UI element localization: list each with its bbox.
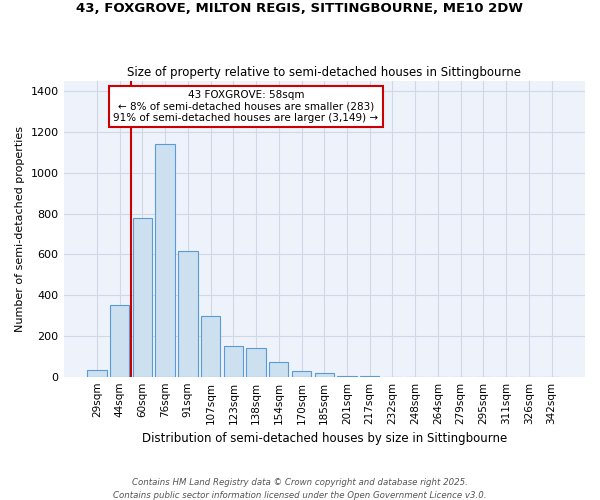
Y-axis label: Number of semi-detached properties: Number of semi-detached properties <box>15 126 25 332</box>
Bar <box>133 218 152 376</box>
Title: Size of property relative to semi-detached houses in Sittingbourne: Size of property relative to semi-detach… <box>127 66 521 78</box>
X-axis label: Distribution of semi-detached houses by size in Sittingbourne: Distribution of semi-detached houses by … <box>142 432 507 445</box>
Bar <box>178 252 197 376</box>
Text: 43 FOXGROVE: 58sqm
← 8% of semi-detached houses are smaller (283)
91% of semi-de: 43 FOXGROVE: 58sqm ← 8% of semi-detached… <box>113 90 379 123</box>
Bar <box>87 370 107 376</box>
Bar <box>224 346 243 376</box>
Bar <box>247 348 266 376</box>
Bar <box>110 306 130 376</box>
Text: Contains HM Land Registry data © Crown copyright and database right 2025.
Contai: Contains HM Land Registry data © Crown c… <box>113 478 487 500</box>
Text: 43, FOXGROVE, MILTON REGIS, SITTINGBOURNE, ME10 2DW: 43, FOXGROVE, MILTON REGIS, SITTINGBOURN… <box>77 2 523 16</box>
Bar <box>155 144 175 376</box>
Bar <box>201 316 220 376</box>
Bar <box>269 362 289 376</box>
Bar <box>292 370 311 376</box>
Bar <box>314 372 334 376</box>
